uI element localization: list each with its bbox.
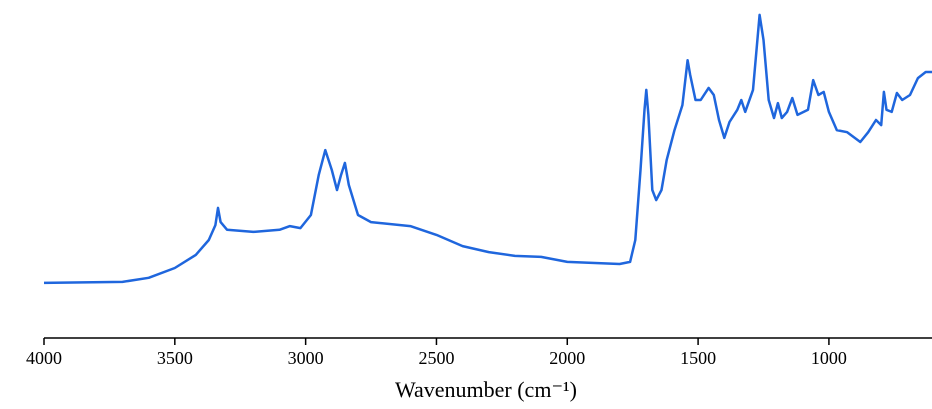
spectrum-line bbox=[43, 13, 932, 285]
x-tick-label: 3500 bbox=[157, 348, 193, 368]
x-axis-label: Wavenumber (cm⁻¹) bbox=[395, 377, 577, 402]
x-tick-label: 3000 bbox=[288, 348, 324, 368]
x-tick-label: 1500 bbox=[680, 348, 716, 368]
x-tick-label: 1000 bbox=[811, 348, 847, 368]
x-tick-label: 2000 bbox=[549, 348, 585, 368]
x-tick-label: 4000 bbox=[26, 348, 62, 368]
x-tick-label: 2500 bbox=[418, 348, 454, 368]
